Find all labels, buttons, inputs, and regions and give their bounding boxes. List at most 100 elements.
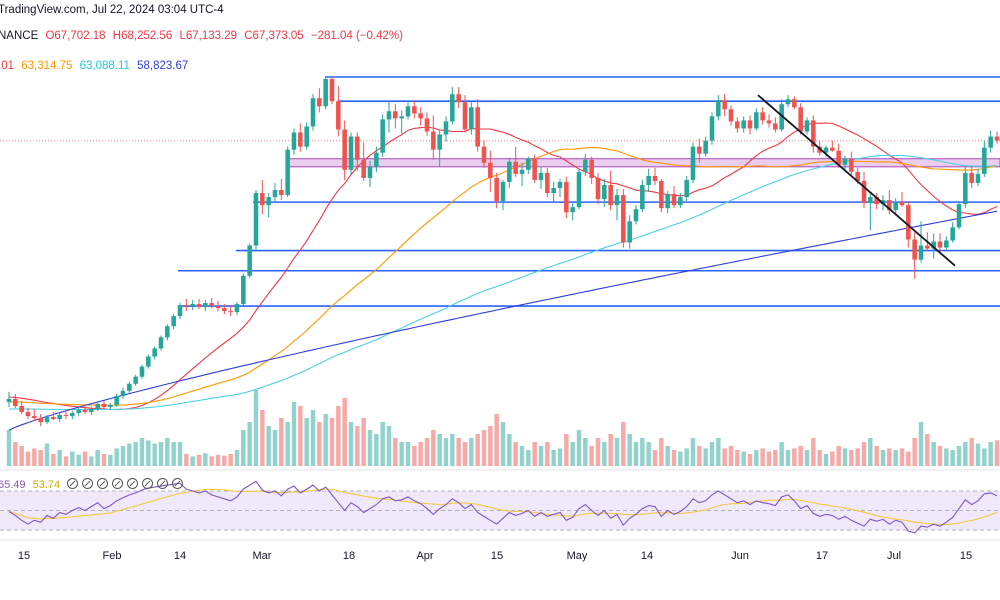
- candle: [747, 115, 753, 135]
- candle: [944, 236, 949, 251]
- volume-bar: [519, 446, 525, 466]
- hidden-icon[interactable]: [67, 478, 79, 489]
- candle: [545, 167, 550, 198]
- candle-body: [792, 99, 797, 108]
- candle-body: [690, 146, 696, 180]
- candle-body: [6, 398, 12, 402]
- volume-bar: [735, 450, 740, 466]
- candle-body: [44, 417, 50, 423]
- candle: [887, 190, 892, 215]
- candle-body: [63, 415, 69, 417]
- candle-body: [32, 416, 37, 419]
- volume-bar: [627, 434, 632, 466]
- hidden-icon[interactable]: [142, 478, 154, 489]
- candle-body: [241, 275, 246, 305]
- candle: [728, 105, 734, 126]
- candle-body: [171, 316, 176, 327]
- volume-bar: [994, 440, 1000, 466]
- hidden-icon[interactable]: [172, 478, 184, 489]
- volume-bar: [640, 438, 645, 466]
- candle-body: [545, 172, 550, 194]
- hidden-icon[interactable]: [112, 478, 124, 489]
- volume-bar: [228, 454, 233, 466]
- volume-bar: [355, 426, 360, 466]
- volume-bar: [500, 422, 506, 466]
- volume-bar: [380, 422, 385, 466]
- candle: [469, 102, 474, 135]
- candle-body: [234, 304, 240, 313]
- candle: [285, 146, 290, 198]
- volume-bar: [184, 454, 189, 466]
- downtrend-line: [757, 94, 956, 267]
- volume-bar: [6, 430, 12, 466]
- candle: [893, 198, 898, 214]
- candle: [982, 140, 987, 177]
- candle-body: [988, 136, 993, 148]
- candle-body: [494, 177, 499, 202]
- candle: [665, 191, 670, 214]
- candle: [57, 413, 62, 423]
- volume-bar: [963, 442, 968, 466]
- candle-body: [551, 188, 556, 194]
- candle-body: [526, 158, 531, 170]
- volume-bar: [950, 450, 955, 466]
- ma200-line: [8, 210, 998, 431]
- rsi-legend: 65.49 53.74: [0, 477, 187, 491]
- volume-bar: [412, 446, 417, 466]
- volume-bar: [196, 454, 202, 466]
- candle: [874, 193, 879, 210]
- candle: [931, 233, 936, 259]
- volume-bar: [19, 446, 24, 466]
- volume-bar: [969, 438, 974, 466]
- candle-body: [665, 194, 670, 209]
- candle-body: [735, 121, 740, 129]
- candle-body: [196, 304, 202, 308]
- candle-body: [70, 413, 75, 417]
- volume-bar: [361, 418, 366, 466]
- candle: [709, 112, 715, 145]
- x-tick-label: Apr: [416, 550, 433, 562]
- volume-bar: [779, 442, 784, 466]
- volume-bar: [722, 448, 727, 466]
- volume-bar: [918, 422, 924, 466]
- volume-bar: [760, 448, 765, 466]
- candle: [792, 96, 797, 110]
- volume-bar: [469, 438, 474, 466]
- volume-bar: [177, 442, 183, 466]
- candle: [13, 393, 18, 408]
- volume-bar: [304, 418, 309, 466]
- candle-body: [697, 146, 702, 154]
- candle: [975, 168, 981, 186]
- low-value: L67,133.29: [179, 30, 238, 42]
- candle-body: [760, 112, 765, 121]
- volume-bar: [234, 450, 240, 466]
- candle-body: [564, 181, 569, 213]
- volume-bar: [842, 448, 848, 466]
- candle: [450, 87, 455, 125]
- candle-body: [399, 116, 404, 119]
- hidden-icon[interactable]: [82, 478, 94, 489]
- volume-bar: [367, 430, 373, 466]
- candle-body: [703, 140, 708, 154]
- candle-body: [576, 171, 582, 208]
- ma-legend: .01 63,314.75 63,088.11 58,823.67: [0, 60, 192, 72]
- candle: [899, 192, 905, 208]
- volume-bar: [133, 442, 138, 466]
- volume-bar: [32, 448, 37, 466]
- candle: [494, 172, 499, 209]
- candle: [830, 140, 835, 152]
- candle: [595, 172, 601, 205]
- volume-bar: [804, 450, 810, 466]
- candle: [646, 168, 651, 193]
- candle-body: [152, 348, 157, 357]
- hidden-icon[interactable]: [97, 478, 109, 489]
- hidden-icon[interactable]: [157, 478, 169, 489]
- candle: [956, 201, 962, 230]
- hidden-icon[interactable]: [127, 478, 139, 489]
- candle-body: [741, 120, 746, 129]
- candle: [697, 138, 702, 163]
- rsi-value: 65.49: [0, 479, 26, 491]
- candle-body: [89, 408, 94, 413]
- candle: [659, 178, 664, 213]
